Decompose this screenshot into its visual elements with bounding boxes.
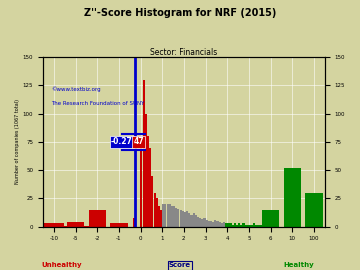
Text: Healthy: Healthy: [283, 262, 314, 268]
Bar: [206, 220, 208, 227]
Bar: [229, 223, 231, 227]
Bar: [165, 204, 166, 227]
Bar: [219, 222, 221, 227]
Text: ©www.textbiz.org: ©www.textbiz.org: [51, 86, 101, 92]
Bar: [258, 225, 260, 227]
Bar: [247, 225, 249, 227]
Bar: [162, 204, 164, 227]
Bar: [212, 222, 214, 227]
Bar: [175, 208, 177, 227]
Bar: [223, 222, 225, 227]
Bar: [171, 207, 173, 227]
Bar: [221, 223, 223, 227]
Text: Unhealthy: Unhealthy: [41, 262, 81, 268]
Bar: [260, 225, 262, 227]
Bar: [210, 221, 212, 227]
Bar: [203, 218, 206, 227]
Bar: [238, 223, 240, 227]
Bar: [305, 193, 323, 227]
Bar: [284, 168, 301, 227]
Bar: [169, 204, 171, 227]
Bar: [214, 220, 216, 227]
Bar: [180, 210, 182, 227]
Title: Sector: Financials: Sector: Financials: [150, 48, 217, 57]
Bar: [225, 223, 227, 227]
Text: Score: Score: [169, 262, 191, 268]
Bar: [216, 221, 219, 227]
Bar: [158, 207, 160, 227]
Text: 47: 47: [134, 137, 144, 146]
Bar: [152, 176, 153, 227]
Bar: [240, 225, 242, 227]
Bar: [167, 204, 169, 227]
Bar: [89, 210, 106, 227]
Bar: [145, 114, 147, 227]
Bar: [74, 226, 91, 227]
Bar: [124, 225, 126, 227]
Bar: [208, 221, 210, 227]
Y-axis label: Number of companies (1067 total): Number of companies (1067 total): [15, 99, 20, 184]
Bar: [227, 223, 229, 227]
Text: Z''-Score Histogram for NRF (2015): Z''-Score Histogram for NRF (2015): [84, 8, 276, 18]
Bar: [236, 225, 238, 227]
Bar: [50, 226, 67, 227]
Bar: [133, 218, 135, 227]
Bar: [193, 213, 195, 227]
Bar: [173, 207, 175, 227]
Bar: [201, 219, 203, 227]
Text: The Research Foundation of SUNY: The Research Foundation of SUNY: [51, 101, 145, 106]
Bar: [143, 80, 145, 227]
Bar: [110, 223, 127, 227]
Bar: [256, 225, 257, 227]
Bar: [182, 211, 184, 227]
Bar: [156, 198, 158, 227]
Bar: [231, 225, 234, 227]
Bar: [140, 148, 141, 227]
Bar: [147, 136, 149, 227]
Bar: [249, 225, 251, 227]
Bar: [177, 209, 180, 227]
Bar: [199, 218, 201, 227]
Text: -0.27: -0.27: [111, 137, 133, 146]
Bar: [264, 226, 266, 227]
Bar: [262, 225, 264, 227]
Bar: [188, 213, 190, 227]
Bar: [81, 226, 99, 227]
Bar: [266, 226, 268, 227]
Bar: [45, 226, 63, 227]
Bar: [195, 215, 197, 227]
Bar: [251, 225, 253, 227]
Bar: [186, 211, 188, 227]
Bar: [154, 193, 156, 227]
Bar: [67, 222, 84, 227]
Bar: [190, 215, 193, 227]
Bar: [160, 210, 162, 227]
Bar: [243, 223, 244, 227]
Bar: [245, 225, 247, 227]
Bar: [253, 223, 255, 227]
Bar: [149, 148, 151, 227]
Bar: [197, 217, 199, 227]
Bar: [31, 223, 64, 227]
Bar: [262, 210, 279, 227]
Bar: [184, 212, 186, 227]
Bar: [234, 223, 236, 227]
